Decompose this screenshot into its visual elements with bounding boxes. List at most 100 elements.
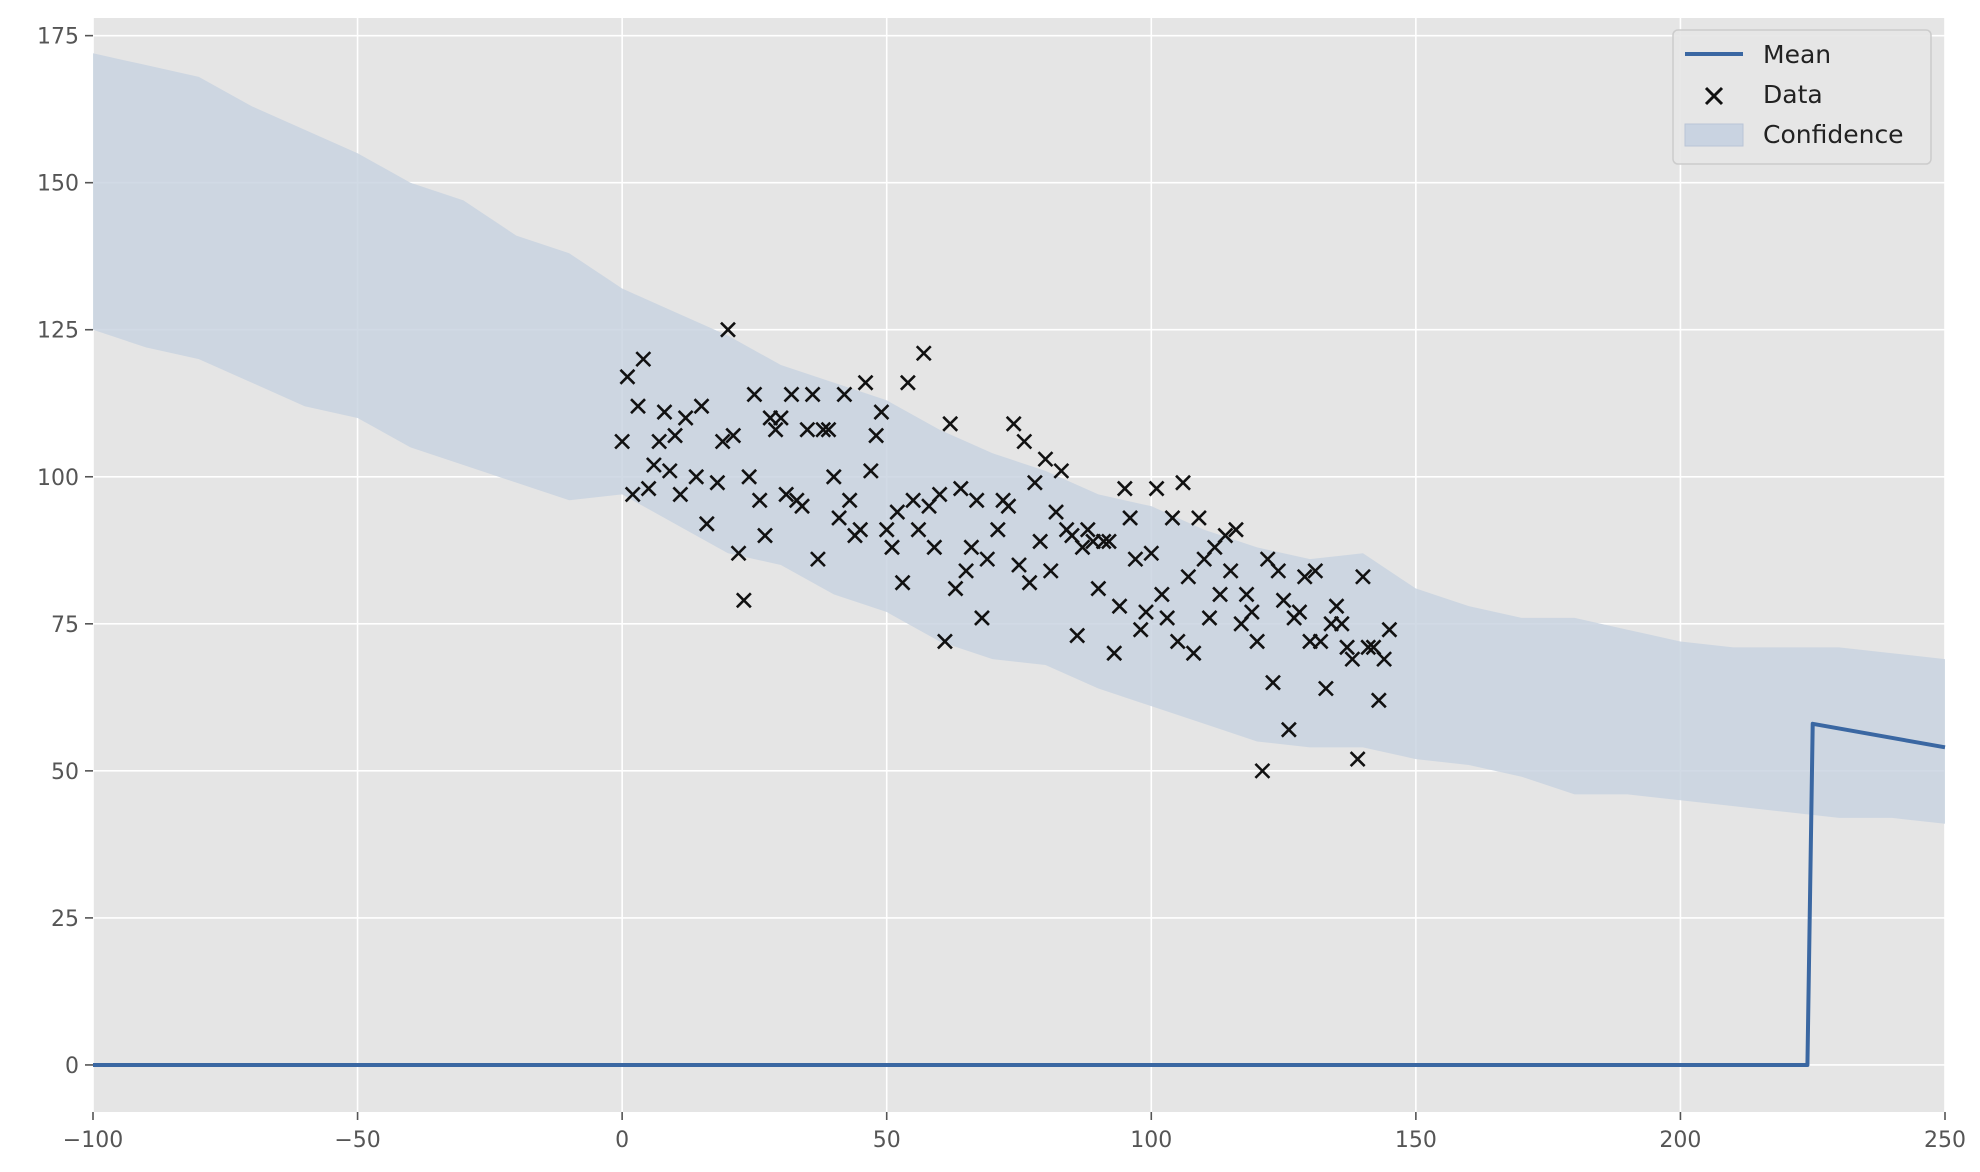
data-point-stroke <box>1190 510 1207 526</box>
data-point <box>1317 680 1334 697</box>
data-point-stroke <box>1132 621 1149 638</box>
data-point-stroke <box>1138 604 1154 620</box>
data-point-stroke <box>1307 562 1324 579</box>
data-point <box>751 492 768 509</box>
data-point <box>894 574 911 591</box>
data-point-stroke <box>889 504 906 520</box>
data-point <box>1339 639 1355 656</box>
data-point <box>1037 451 1054 468</box>
data-point-stroke <box>614 433 631 450</box>
data-point <box>1169 633 1186 650</box>
data-point <box>1312 633 1329 650</box>
data-point <box>1254 762 1271 779</box>
data-point <box>1355 568 1371 585</box>
legend-mean-label: Mean <box>1763 40 1831 69</box>
mean-line <box>93 721 1946 1067</box>
x-tick-label: −50 <box>334 1128 380 1153</box>
data-point-stroke <box>677 410 694 426</box>
data-point <box>1344 651 1361 668</box>
data-point <box>667 427 683 444</box>
data-point <box>899 374 916 391</box>
data-point-stroke <box>825 468 842 485</box>
data-point-stroke <box>1270 562 1287 579</box>
data-point-stroke <box>1333 615 1350 632</box>
data-point-stroke <box>635 351 652 368</box>
data-point-stroke <box>640 480 657 497</box>
data-point-stroke <box>1079 521 1096 538</box>
data-point <box>624 486 641 503</box>
data-point <box>1032 533 1049 550</box>
data-point <box>1042 562 1059 579</box>
data-point <box>1217 527 1234 544</box>
data-point <box>1238 586 1255 603</box>
data-point <box>889 504 906 520</box>
data-point-stroke <box>841 492 858 509</box>
data-point-stroke <box>714 433 731 450</box>
data-point-stroke <box>783 386 800 403</box>
data-point <box>1212 586 1228 603</box>
data-point-stroke <box>667 427 683 444</box>
data-point-stroke <box>884 539 900 556</box>
data-point-stroke <box>1312 633 1329 650</box>
data-point <box>862 462 879 479</box>
data-point <box>831 510 848 526</box>
data-point-stroke <box>857 374 874 391</box>
data-point-stroke <box>1148 480 1165 497</box>
data-point <box>1296 568 1313 585</box>
data-point-stroke <box>820 421 837 438</box>
data-point <box>645 457 662 473</box>
data-point <box>714 433 731 450</box>
x-tick-label: 150 <box>1395 1128 1437 1153</box>
data-point-stroke <box>873 404 890 420</box>
data-point-stroke <box>1339 639 1355 656</box>
y-tick-label: 0 <box>65 1054 79 1079</box>
data-point <box>772 410 789 426</box>
data-point <box>693 398 710 415</box>
data-point <box>619 368 636 385</box>
data-point-stroke <box>836 386 853 403</box>
data-point-stroke <box>942 415 959 432</box>
data-point-stroke <box>1254 762 1271 779</box>
data-point-stroke <box>1228 521 1244 538</box>
data-point-stroke <box>1360 639 1377 656</box>
data-point <box>1138 604 1154 620</box>
y-axis: 0 25 50 75 100 125 150 175 <box>37 25 93 1079</box>
data-point-stroke <box>852 521 869 538</box>
data-point <box>1101 533 1117 550</box>
data-point <box>836 386 853 403</box>
data-point-stroke <box>735 592 752 609</box>
data-point-stroke <box>725 427 742 444</box>
legend: Mean Data Confidence <box>1672 29 1932 165</box>
data-point-stroke <box>974 610 990 626</box>
legend-confidence-swatch <box>1684 123 1744 147</box>
data-point-stroke <box>931 486 948 503</box>
data-point <box>1016 433 1033 450</box>
data-point <box>1074 539 1091 556</box>
data-point-stroke <box>672 486 689 503</box>
data-point-stroke <box>1069 627 1086 644</box>
data-point <box>968 492 985 509</box>
data-point-stroke <box>862 462 879 479</box>
data-point-stroke <box>831 510 848 526</box>
data-point-stroke <box>1122 510 1139 526</box>
data-point <box>698 515 715 532</box>
data-point-stroke <box>709 474 726 491</box>
data-point-stroke <box>1005 415 1022 432</box>
data-point <box>937 633 953 650</box>
data-point-stroke <box>1175 474 1191 491</box>
data-point-stroke <box>1127 551 1144 568</box>
data-point-stroke <box>794 498 810 515</box>
data-point-stroke <box>624 486 641 503</box>
data-point-stroke <box>619 368 636 385</box>
data-point <box>651 433 668 450</box>
x-tick-label: 100 <box>1130 1128 1172 1153</box>
data-point <box>1132 621 1149 638</box>
confidence-band <box>93 53 1945 824</box>
data-point-stroke <box>1011 557 1027 573</box>
data-point-stroke <box>1169 633 1186 650</box>
data-point-stroke <box>645 457 662 473</box>
legend-data-label: Data <box>1763 80 1823 109</box>
data-point <box>1090 580 1107 597</box>
y-tick-label: 25 <box>51 907 79 932</box>
data-point-stroke <box>1048 504 1064 520</box>
